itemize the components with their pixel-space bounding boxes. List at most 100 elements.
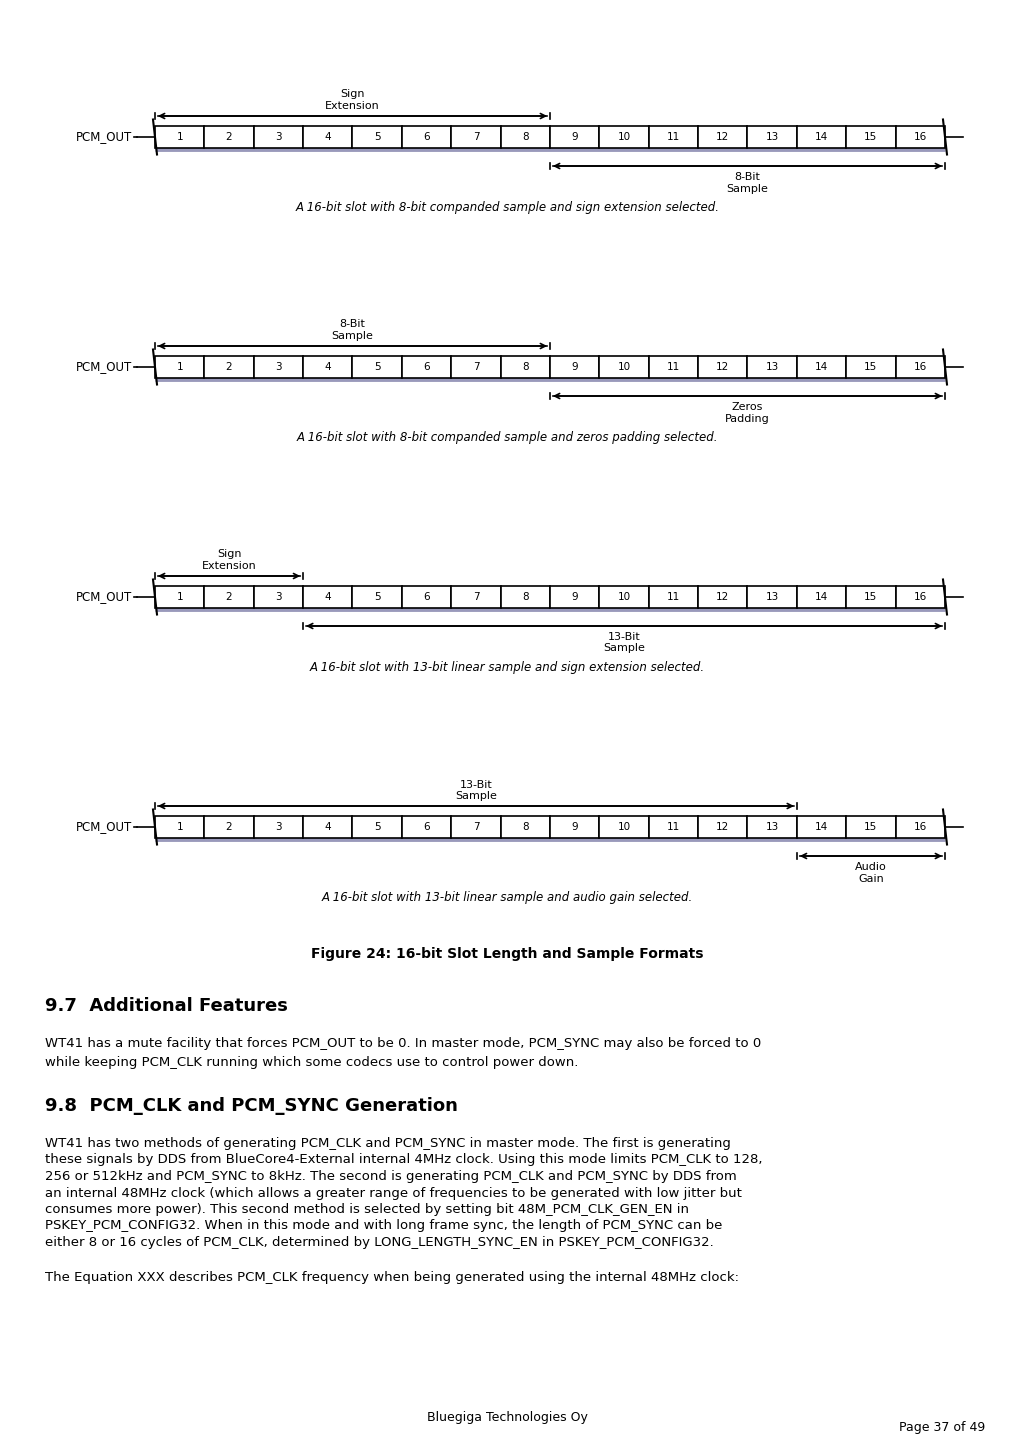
Bar — [797, 587, 847, 608]
Bar — [254, 126, 303, 148]
Bar — [895, 816, 945, 838]
Text: 13-Bit: 13-Bit — [608, 632, 640, 642]
Bar — [155, 587, 204, 608]
Bar — [352, 126, 402, 148]
Text: Padding: Padding — [725, 414, 769, 424]
Bar — [352, 587, 402, 608]
Text: 6: 6 — [423, 822, 430, 832]
Bar — [155, 126, 204, 148]
Text: 13: 13 — [765, 822, 779, 832]
Text: 16: 16 — [914, 822, 927, 832]
Bar — [204, 587, 254, 608]
Bar — [402, 816, 452, 838]
Text: 9: 9 — [571, 132, 578, 142]
Bar — [452, 816, 500, 838]
Text: an internal 48MHz clock (which allows a greater range of frequencies to be gener: an internal 48MHz clock (which allows a … — [45, 1186, 742, 1199]
Text: 8: 8 — [522, 132, 529, 142]
Bar — [352, 816, 402, 838]
Bar — [797, 816, 847, 838]
Bar — [747, 356, 797, 378]
Text: WT41 has two methods of generating PCM_CLK and PCM_SYNC in master mode. The firs: WT41 has two methods of generating PCM_C… — [45, 1137, 731, 1150]
Text: 14: 14 — [815, 362, 828, 372]
Text: 10: 10 — [617, 592, 630, 603]
Text: Gain: Gain — [858, 874, 884, 883]
Bar — [747, 587, 797, 608]
Text: 8-Bit: 8-Bit — [735, 171, 760, 182]
Bar — [895, 587, 945, 608]
Bar — [500, 126, 550, 148]
Bar — [847, 587, 895, 608]
Bar — [797, 126, 847, 148]
Bar — [698, 126, 747, 148]
Text: PCM_OUT: PCM_OUT — [76, 360, 132, 373]
Text: 1: 1 — [177, 592, 183, 603]
Text: Bluegiga Technologies Oy: Bluegiga Technologies Oy — [427, 1411, 588, 1424]
Text: 5: 5 — [374, 592, 381, 603]
Text: 9.8  PCM_CLK and PCM_SYNC Generation: 9.8 PCM_CLK and PCM_SYNC Generation — [45, 1098, 458, 1115]
Bar — [402, 126, 452, 148]
Bar — [895, 126, 945, 148]
Text: PCM_OUT: PCM_OUT — [76, 591, 132, 604]
Bar — [254, 356, 303, 378]
Text: 6: 6 — [423, 132, 430, 142]
Text: 13: 13 — [765, 132, 779, 142]
Bar — [402, 587, 452, 608]
Bar — [303, 587, 352, 608]
Text: 16: 16 — [914, 132, 927, 142]
Bar — [254, 587, 303, 608]
Text: Extension: Extension — [325, 102, 380, 110]
Text: 10: 10 — [617, 822, 630, 832]
Text: 8-Bit: 8-Bit — [340, 319, 365, 330]
Bar — [649, 816, 698, 838]
Text: 7: 7 — [473, 362, 479, 372]
Text: either 8 or 16 cycles of PCM_CLK, determined by LONG_LENGTH_SYNC_EN in PSKEY_PCM: either 8 or 16 cycles of PCM_CLK, determ… — [45, 1236, 714, 1249]
Text: Sample: Sample — [727, 183, 768, 193]
Text: 2: 2 — [225, 592, 232, 603]
Text: 4: 4 — [325, 592, 331, 603]
Text: Sample: Sample — [603, 643, 645, 653]
Text: 15: 15 — [865, 362, 878, 372]
Bar — [452, 587, 500, 608]
Text: 14: 14 — [815, 592, 828, 603]
Text: Audio: Audio — [855, 862, 887, 873]
Bar — [600, 126, 649, 148]
Text: PSKEY_PCM_CONFIG32. When in this mode and with long frame sync, the length of PC: PSKEY_PCM_CONFIG32. When in this mode an… — [45, 1220, 723, 1233]
Bar — [847, 356, 895, 378]
Text: 4: 4 — [325, 362, 331, 372]
Bar — [155, 816, 204, 838]
Bar — [155, 356, 204, 378]
Text: 9: 9 — [571, 592, 578, 603]
Bar — [797, 356, 847, 378]
Bar — [649, 587, 698, 608]
Text: Figure 24: 16-bit Slot Length and Sample Formats: Figure 24: 16-bit Slot Length and Sample… — [312, 947, 703, 961]
Text: 16: 16 — [914, 592, 927, 603]
Text: 13-Bit: 13-Bit — [460, 780, 492, 790]
Bar — [847, 816, 895, 838]
Text: 1: 1 — [177, 362, 183, 372]
Bar — [698, 816, 747, 838]
Text: 11: 11 — [667, 132, 680, 142]
Text: Extension: Extension — [202, 560, 257, 571]
Bar — [254, 816, 303, 838]
Text: 2: 2 — [225, 362, 232, 372]
Text: 8: 8 — [522, 592, 529, 603]
Bar — [600, 816, 649, 838]
Text: 5: 5 — [374, 362, 381, 372]
Text: 9: 9 — [571, 362, 578, 372]
Text: 3: 3 — [275, 592, 282, 603]
Text: these signals by DDS from BlueCore4-External internal 4MHz clock. Using this mod: these signals by DDS from BlueCore4-Exte… — [45, 1153, 762, 1166]
Text: PCM_OUT: PCM_OUT — [76, 131, 132, 144]
Bar — [747, 126, 797, 148]
Bar — [204, 126, 254, 148]
Text: 11: 11 — [667, 592, 680, 603]
Bar — [303, 816, 352, 838]
Text: 15: 15 — [865, 822, 878, 832]
Bar — [747, 816, 797, 838]
Bar — [402, 356, 452, 378]
Text: 5: 5 — [374, 822, 381, 832]
Text: 4: 4 — [325, 822, 331, 832]
Text: Sign: Sign — [340, 90, 364, 100]
Bar — [500, 356, 550, 378]
Text: 10: 10 — [617, 362, 630, 372]
Text: 9: 9 — [571, 822, 578, 832]
